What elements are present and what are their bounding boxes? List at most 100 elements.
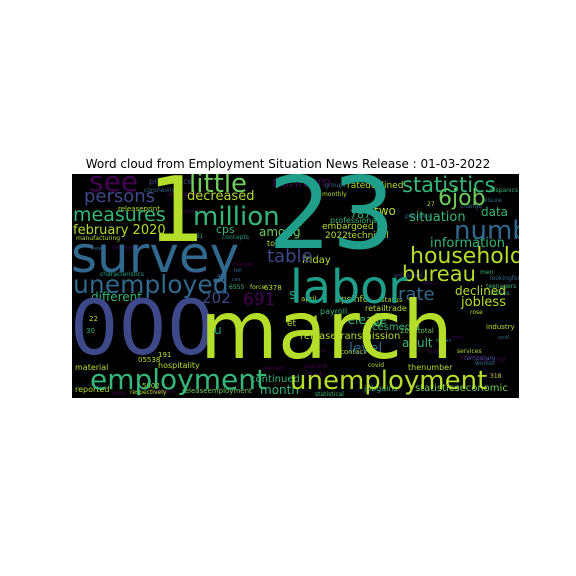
word: blacks: [307, 371, 327, 378]
word-cloud: pressoffice coronavirus permanent pandem…: [72, 174, 519, 398]
word: hospitality: [158, 361, 200, 370]
word: demographic: [112, 245, 145, 251]
word: persons: [84, 186, 156, 207]
word: values: [490, 290, 510, 297]
word: 1: [148, 174, 206, 263]
word: earnings: [480, 356, 506, 363]
word: 27: [427, 201, 435, 208]
word: statistics: [402, 174, 496, 197]
word: declined: [455, 284, 506, 298]
word: professional: [330, 216, 379, 225]
word: new: [92, 246, 103, 252]
word: coronavirus: [144, 187, 180, 194]
word: business: [460, 354, 487, 361]
word: economic: [182, 209, 207, 215]
word: data: [481, 205, 509, 219]
word: payroll: [320, 307, 348, 316]
word: whites: [187, 269, 204, 275]
word: material: [75, 363, 109, 372]
word: april: [301, 295, 317, 303]
word: friday: [302, 255, 331, 266]
word: pressoffice: [149, 177, 193, 186]
word: thenumber: [408, 363, 453, 372]
word: u: [214, 323, 222, 337]
word: adult: [402, 336, 433, 350]
word: 23: [268, 174, 396, 272]
word: releasetransmission: [300, 331, 401, 342]
word: jobless: [461, 295, 506, 310]
word: 787: [350, 208, 371, 221]
word: embargoed: [322, 222, 374, 232]
word: contact: [340, 348, 367, 356]
word: 6job: [438, 186, 486, 211]
word: 000: [72, 283, 216, 372]
word: 2022total: [400, 327, 434, 335]
word: 4: [310, 314, 319, 330]
word: today: [267, 239, 290, 248]
word: leisure: [482, 197, 502, 204]
word: rate: [398, 284, 435, 305]
word: cpsinfo: [336, 295, 369, 305]
word: force: [250, 284, 266, 291]
word: groups: [325, 182, 346, 189]
word: hispanics: [490, 187, 518, 194]
word: services: [457, 348, 482, 355]
word: undl: [498, 335, 509, 341]
word: temporary: [464, 355, 496, 362]
word: level: [349, 341, 383, 357]
word: statistical: [315, 391, 344, 398]
word: thatis: [112, 391, 127, 397]
word: month: [260, 383, 299, 397]
word: cesmedia: [372, 322, 421, 333]
word: cps: [216, 223, 235, 236]
word: pandemic: [282, 178, 312, 185]
word: number: [454, 216, 519, 246]
word: unemployment: [290, 366, 488, 396]
word: monthly: [322, 191, 347, 198]
word: rpse: [452, 335, 463, 341]
word: little: [189, 174, 248, 199]
word: see: [89, 174, 139, 198]
word: retailtrade: [365, 304, 407, 313]
word: note: [487, 371, 501, 378]
word: survey: [72, 226, 240, 284]
word: changed: [232, 262, 254, 268]
word: characteristics: [100, 271, 144, 278]
word: releaseemployment: [182, 387, 252, 395]
word: 05538: [138, 356, 161, 364]
word: household: [410, 244, 519, 269]
word: women: [262, 365, 284, 372]
word: quit: [217, 273, 227, 279]
word: employment: [90, 363, 267, 396]
word: ces: [232, 277, 241, 283]
word: reported: [75, 385, 110, 394]
word: release: [343, 313, 387, 327]
word: lookingfor: [490, 275, 519, 282]
word: among: [259, 225, 301, 239]
word: began: [436, 338, 452, 344]
word: february 2020: [73, 223, 166, 238]
word: 5902: [142, 382, 160, 390]
word: covid: [368, 362, 384, 369]
word: 2022technical: [325, 231, 389, 241]
word: march: [200, 284, 453, 377]
chart-title: Word cloud from Employment Situation New…: [85, 157, 491, 171]
word: releaseprint: [118, 205, 160, 213]
word: manufacturing: [76, 235, 121, 242]
word: men: [480, 269, 494, 276]
word: unchanged: [394, 273, 422, 279]
word: nonfarm: [272, 175, 331, 191]
word: different: [91, 290, 142, 304]
word: 6378: [264, 284, 282, 292]
word: status: [381, 296, 403, 304]
word: ratedeclined: [347, 181, 404, 191]
word: bureau: [402, 262, 476, 286]
word: recent: [422, 281, 438, 287]
word: unemployed: [73, 270, 229, 299]
word: 30: [86, 327, 95, 335]
word: measures: [73, 204, 166, 226]
word: 431: [192, 233, 204, 240]
word: rose: [470, 309, 483, 316]
word: 191: [158, 351, 172, 359]
word: teenagers: [486, 283, 517, 290]
